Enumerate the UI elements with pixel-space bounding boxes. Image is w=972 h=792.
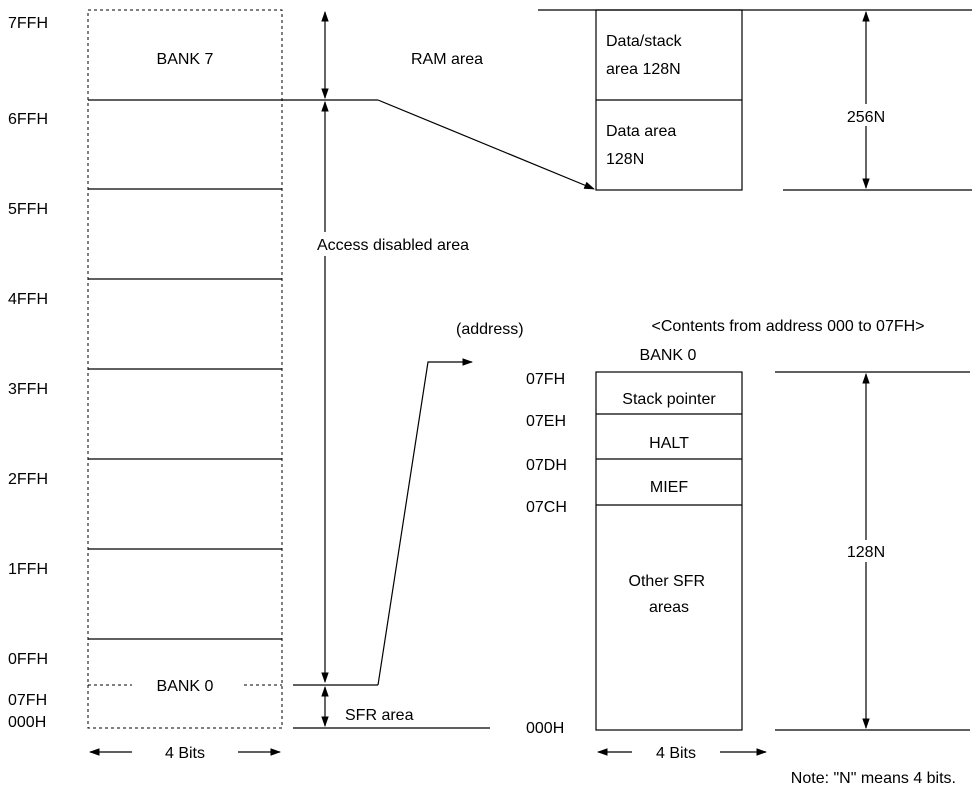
other-sfr-areas-label: Other SFR areas <box>629 573 710 616</box>
data-stack-line-1: Data/stack <box>606 33 683 50</box>
data-area-line-1: Data area <box>606 123 676 140</box>
other-sfr-line-2: areas <box>649 599 689 616</box>
sfr-address-07fh: 07FH <box>526 371 565 388</box>
data-stack-line-2: area 128N <box>606 61 681 78</box>
sfr-detail-block: <Contents from address 000 to 07FH> BANK… <box>526 318 970 762</box>
ram-detail-block: Data/stack area 128N Data area 128N 256N <box>538 9 972 191</box>
sfr-detail-bank-label: BANK 0 <box>640 347 697 364</box>
sfr-address-000h: 000H <box>526 720 564 737</box>
bank-0-label: BANK 0 <box>157 678 214 695</box>
sfr-size-label-bg <box>832 540 902 562</box>
sfr-detail-box <box>595 371 743 731</box>
footnote: Note: "N" means 4 bits. <box>791 770 956 787</box>
data-area-line-2: 128N <box>606 151 644 168</box>
left-width-label: 4 Bits <box>165 745 205 762</box>
access-disabled-label: Access disabled area <box>317 237 469 254</box>
sfr-address-07eh: 07EH <box>526 413 566 430</box>
other-sfr-line-1: Other SFR <box>629 573 705 590</box>
address-07fh: 07FH <box>8 692 47 709</box>
ram-size-label-bg <box>832 104 902 126</box>
bank-7-label: BANK 7 <box>157 51 214 68</box>
address-7ffh: 7FFH <box>8 15 48 32</box>
sfr-address-07dh: 07DH <box>526 457 567 474</box>
data-stack-area-label: Data/stack area 128N <box>606 33 686 78</box>
sfr-area-label: SFR area <box>345 707 414 724</box>
address-000h: 000H <box>8 714 46 731</box>
sfr-address-07ch: 07CH <box>526 499 567 516</box>
sfr-size-label: 128N <box>847 544 885 561</box>
address-3ffh: 3FFH <box>8 381 48 398</box>
address-6ffh: 6FFH <box>8 111 48 128</box>
ram-detail-pointer <box>377 99 595 190</box>
address-0ffh: 0FFH <box>8 651 48 668</box>
mief-label: MIEF <box>650 479 688 496</box>
address-2ffh: 2FFH <box>8 471 48 488</box>
data-area-label: Data area 128N <box>606 123 681 168</box>
sfr-detail-pointer <box>377 358 474 686</box>
access-label-bg <box>288 232 502 256</box>
address-5ffh: 5FFH <box>8 201 48 218</box>
address-4ffh: 4FFH <box>8 291 48 308</box>
ram-area-label: RAM area <box>411 51 483 68</box>
left-address-labels: 7FFH 6FFH 5FFH 4FFH 3FFH 2FFH 1FFH 0FFH … <box>8 15 48 731</box>
left-memory-column: BANK 7 BANK 0 4 Bits <box>87 9 378 762</box>
sfr-width-label: 4 Bits <box>656 745 696 762</box>
halt-label: HALT <box>649 435 689 452</box>
stack-pointer-label: Stack pointer <box>622 391 716 408</box>
address-label: (address) <box>456 321 524 338</box>
middle-annotations: RAM area Access disabled area SFR area (… <box>288 10 595 729</box>
ram-size-label: 256N <box>847 109 885 126</box>
address-1ffh: 1FFH <box>8 561 48 578</box>
sfr-detail-caption: <Contents from address 000 to 07FH> <box>651 318 924 335</box>
